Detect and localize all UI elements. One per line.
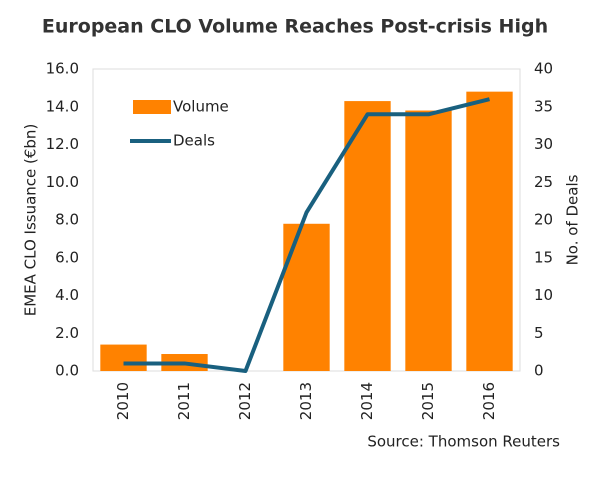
bar [344,101,391,372]
chart-title: European CLO Volume Reaches Post-crisis … [42,16,548,38]
y-tick-label: 6.0 [55,248,79,266]
y2-tick-label: 40 [534,60,553,78]
y2-tick-label: 30 [534,135,553,153]
y-tick-label: 0.0 [55,362,79,380]
y2-tick-label: 10 [534,286,553,304]
y2-tick-label: 15 [534,248,553,266]
y-tick-label: 14.0 [46,97,79,115]
bar [466,91,513,372]
legend-label: Volume [173,98,229,116]
y-tick-label: 16.0 [46,60,79,78]
line [123,97,490,373]
x-tick-label: 2014 [358,382,376,420]
y-tick-label: 12.0 [46,135,79,153]
legend-swatch [133,100,171,114]
x-tick-label: 2010 [114,382,132,420]
legend-label: Deals [173,132,215,150]
y-tick-label: 8.0 [55,211,79,229]
y2-tick-label: 25 [534,173,553,191]
y2-axis-label: No. of Deals [564,174,582,265]
y-tick-label: 10.0 [46,173,79,191]
y2-tick-label: 0 [534,362,544,380]
bar [405,110,452,372]
x-tick-label: 2013 [297,382,315,420]
bar [100,344,147,371]
y2-tick-label: 5 [534,324,544,342]
y2-tick-label: 20 [534,211,553,229]
bar [283,223,330,371]
x-tick-label: 2011 [175,382,193,420]
x-tick-label: 2016 [480,382,498,420]
x-tick-label: 2015 [419,382,437,420]
x-tick-label: 2012 [236,382,254,420]
source-note: Source: Thomson Reuters [367,433,560,451]
y-tick-label: 4.0 [55,286,79,304]
y2-tick-label: 35 [534,97,553,115]
y-axis-label: EMEA CLO Issuance (€bn) [22,124,40,317]
y-tick-label: 2.0 [55,324,79,342]
